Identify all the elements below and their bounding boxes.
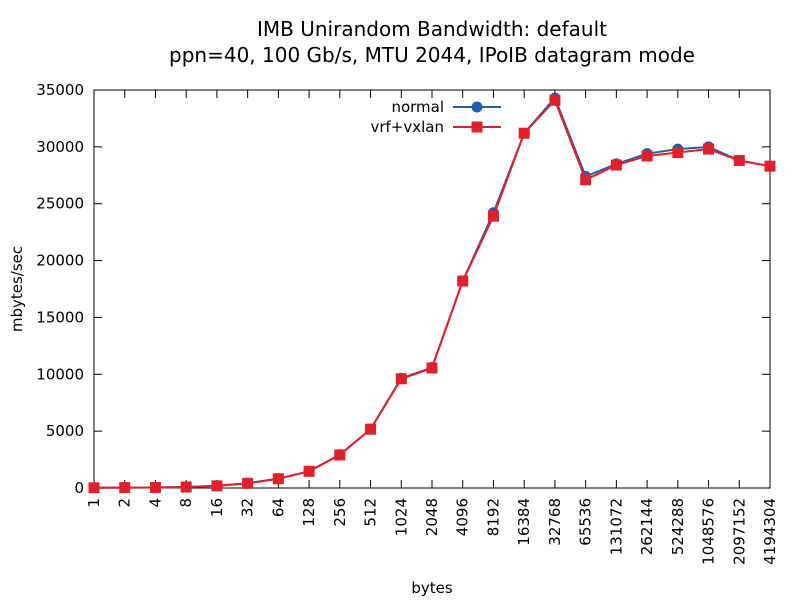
y-tick-label: 20000 (36, 252, 84, 270)
x-tick-label: 1024 (392, 498, 410, 536)
data-point (395, 373, 407, 385)
y-tick-label: 0 (74, 479, 84, 497)
data-point (149, 481, 161, 493)
x-tick-label: 32768 (546, 498, 564, 546)
data-point (733, 155, 745, 167)
chart-subtitle: ppn=40, 100 Gb/s, MTU 2044, IPoIB datagr… (169, 43, 695, 67)
x-tick-label: 65536 (577, 498, 595, 546)
legend-label: normal (391, 98, 444, 116)
x-tick-label: 256 (331, 498, 349, 527)
series-line (93, 98, 771, 489)
x-tick-label: 262144 (638, 498, 656, 555)
data-point (180, 481, 192, 493)
x-axis: 1 2 4 8 16 32 64 128 256 512 1024 2048 4096 8192 16384… (85, 90, 779, 565)
data-point (580, 174, 592, 186)
x-axis-label: bytes (411, 579, 453, 597)
y-tick-label: 10000 (36, 365, 84, 383)
x-tick-label: 1048576 (700, 498, 718, 565)
data-point (365, 423, 377, 435)
series-vrf-vxlan (88, 94, 776, 494)
legend: normal vrf+vxlan (370, 98, 501, 136)
data-point (242, 477, 254, 489)
x-tick-label: 1 (85, 498, 103, 508)
x-tick-label: 2097152 (730, 498, 748, 565)
data-point (703, 143, 715, 155)
y-axis-label: mbytes/sec (8, 246, 26, 332)
x-tick-label: 128 (300, 498, 318, 527)
data-point (426, 362, 438, 374)
data-point (119, 482, 131, 494)
data-point (272, 473, 284, 485)
data-point (88, 482, 100, 494)
legend-label: vrf+vxlan (370, 118, 444, 136)
x-tick-label: 524288 (669, 498, 687, 555)
x-tick-label: 4 (146, 498, 164, 508)
y-axis: 0 5000 10000 15000 20000 25000 30000 35000 (36, 81, 770, 497)
y-tick-label: 35000 (36, 81, 84, 99)
data-point (334, 449, 346, 461)
series-line (93, 96, 771, 489)
x-tick-label: 2048 (423, 498, 441, 536)
data-point (764, 160, 776, 172)
x-tick-label: 4194304 (761, 498, 779, 565)
data-point (211, 480, 223, 492)
data-point (457, 275, 469, 287)
x-tick-label: 32 (239, 498, 257, 517)
series-layer (88, 92, 776, 494)
y-tick-label: 5000 (46, 422, 84, 440)
data-point (303, 465, 315, 477)
data-point (610, 159, 622, 171)
x-tick-label: 8192 (484, 498, 502, 536)
y-tick-label: 30000 (36, 138, 84, 156)
data-point (672, 147, 684, 159)
x-tick-label: 131072 (607, 498, 625, 555)
legend-swatch-marker (471, 101, 483, 113)
x-tick-label: 2 (116, 498, 134, 508)
legend-swatch-marker (471, 121, 483, 133)
data-point (487, 210, 499, 222)
x-tick-label: 16384 (515, 498, 533, 546)
x-tick-label: 16 (208, 498, 226, 517)
data-point (549, 94, 561, 106)
x-tick-label: 512 (362, 498, 380, 527)
data-point (641, 150, 653, 162)
x-tick-label: 4096 (454, 498, 472, 536)
y-tick-label: 25000 (36, 195, 84, 213)
x-tick-label: 64 (269, 498, 287, 517)
x-tick-label: 8 (177, 498, 195, 508)
y-tick-label: 15000 (36, 308, 84, 326)
data-point (518, 127, 530, 139)
chart-title: IMB Unirandom Bandwidth: default (257, 17, 607, 41)
